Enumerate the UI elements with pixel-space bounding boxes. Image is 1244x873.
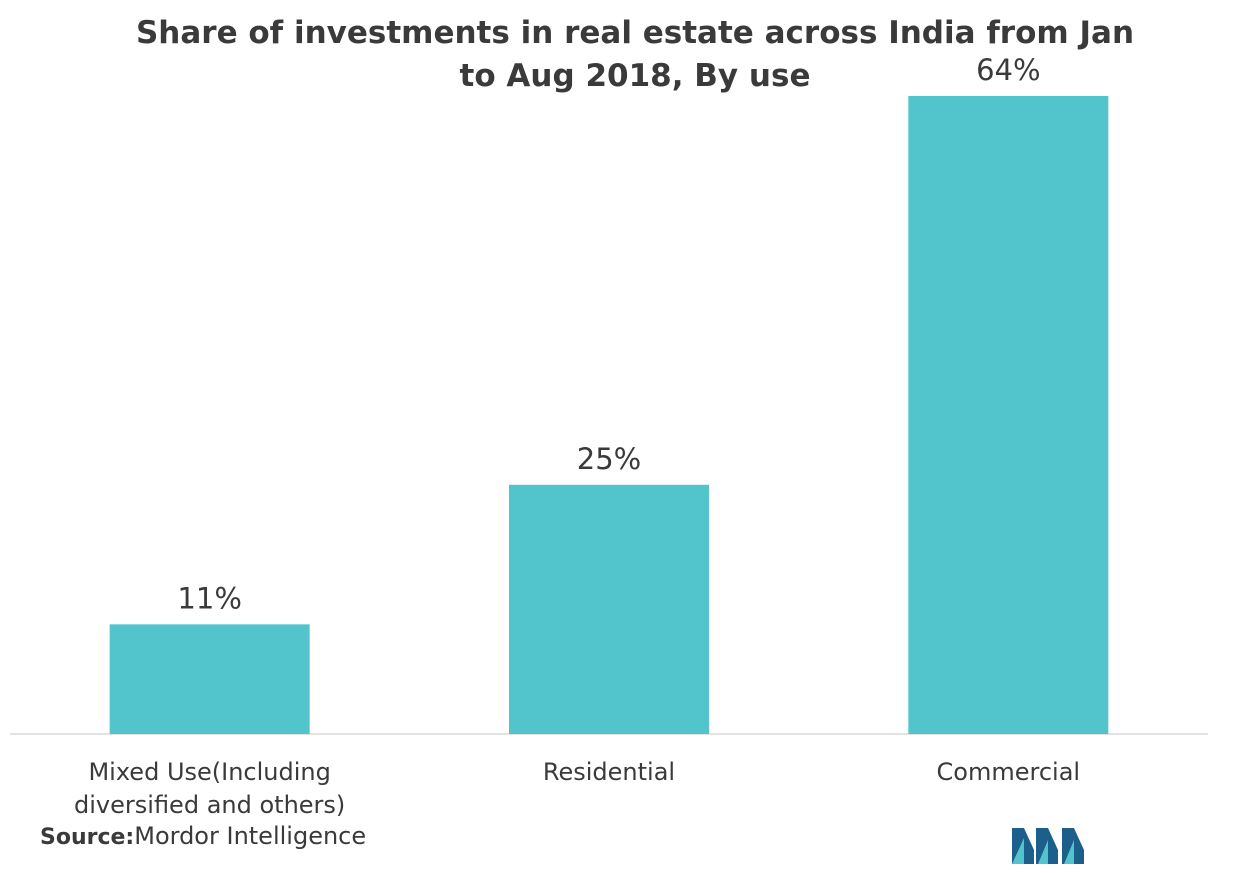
x-tick-label: Residential [543,758,675,786]
source-note: Source:Mordor Intelligence [40,822,366,850]
x-tick-label: Commercial [937,758,1081,786]
data-label: 11% [177,581,241,615]
chart-title: Share of investments in real estate acro… [100,12,1170,98]
chart-title-line-2: to Aug 2018, By use [459,58,811,94]
data-label: 64% [976,53,1040,87]
source-text: Mordor Intelligence [134,822,367,850]
bar [109,624,310,734]
chart-title-line-1: Share of investments in real estate acro… [135,15,1135,51]
mordor-intelligence-logo-icon [1012,828,1084,864]
x-tick-label: Mixed Use(Including [88,758,330,786]
source-label: Source: [40,825,135,850]
bar [908,96,1109,734]
data-label: 25% [577,442,641,476]
x-tick-label: diversified and others) [74,791,345,819]
bar [509,484,709,734]
